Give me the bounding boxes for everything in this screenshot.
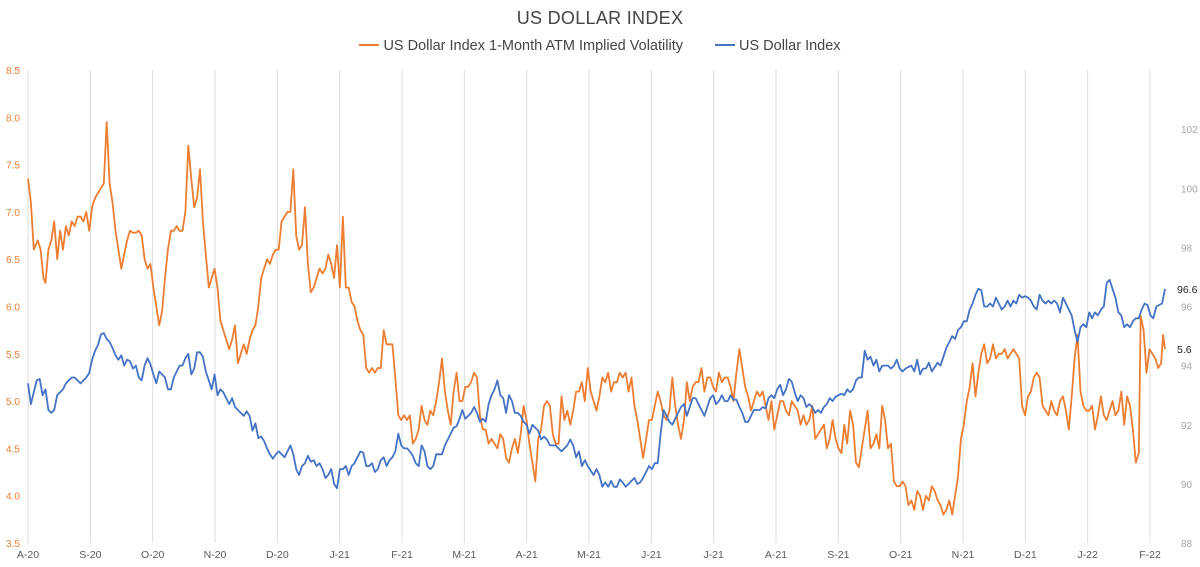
x-tick-label: N-20 (204, 549, 227, 561)
left-tick-label: 8.0 (6, 113, 20, 124)
right-tick-label: 102 (1181, 125, 1198, 136)
left-tick-label: 8.5 (6, 66, 20, 77)
series-lines (27, 121, 1166, 516)
legend-item-volatility: US Dollar Index 1-Month ATM Implied Vola… (359, 38, 683, 54)
series-line-volatility (27, 121, 1166, 516)
left-tick-label: 3.5 (6, 539, 20, 550)
legend-swatch-volatility (359, 44, 380, 47)
chart-title: US DOLLAR INDEX (516, 8, 684, 28)
x-tick-label: S-21 (827, 549, 849, 561)
x-tick-label: A-21 (765, 549, 787, 561)
right-tick-label: 88 (1181, 539, 1193, 550)
x-tick-label: F-22 (1139, 549, 1161, 561)
x-tick-label: A-21 (516, 549, 538, 561)
right-tick-label: 94 (1181, 362, 1193, 373)
x-tick-label: J-21 (703, 549, 724, 561)
x-tick-label: F-21 (391, 549, 413, 561)
end-label-dxy: 96.6 (1177, 284, 1198, 296)
x-tick-label: D-20 (266, 549, 289, 561)
x-tick-label: S-20 (79, 549, 101, 561)
left-tick-label: 5.5 (6, 350, 20, 361)
x-tick-label: O-20 (141, 549, 165, 561)
left-tick-label: 7.0 (6, 208, 20, 219)
x-tick-label: J-22 (1077, 549, 1098, 561)
x-tick-label: J-21 (641, 549, 662, 561)
series-end-labels: 5.6 96.6 (1177, 284, 1198, 356)
x-tick-label: D-21 (1014, 549, 1037, 561)
x-tick-label: M-21 (452, 549, 476, 561)
x-tick-label: O-21 (889, 549, 913, 561)
left-tick-label: 6.5 (6, 255, 20, 266)
right-tick-label: 96 (1181, 303, 1193, 314)
end-label-volatility: 5.6 (1177, 344, 1192, 356)
chart-legend: US Dollar Index 1-Month ATM Implied Vola… (0, 38, 1200, 54)
right-axis-ticks: 88 90 92 94 96 98 100 102 (1181, 125, 1198, 550)
right-tick-label: 100 (1181, 184, 1198, 195)
right-tick-label: 98 (1181, 243, 1193, 254)
left-axis-ticks: 3.5 4.0 4.5 5.0 5.5 6.0 6.5 7.0 7.5 8.0 8.5 (6, 66, 20, 550)
left-tick-label: 7.5 (6, 161, 20, 172)
series-line-dxy (27, 279, 1166, 490)
x-tick-label: J-21 (329, 549, 350, 561)
left-tick-label: 4.0 (6, 492, 20, 503)
right-tick-label: 90 (1181, 480, 1193, 491)
legend-label-volatility: US Dollar Index 1-Month ATM Implied Vola… (383, 38, 683, 54)
legend-item-dxy: US Dollar Index (715, 38, 841, 54)
legend-label-dxy: US Dollar Index (739, 38, 841, 54)
x-tick-label: M-21 (577, 549, 601, 561)
gridlines (27, 70, 1151, 543)
legend-swatch-dxy (715, 44, 735, 47)
right-tick-label: 92 (1181, 421, 1193, 432)
left-tick-label: 4.5 (6, 444, 20, 455)
x-tick-label: A-20 (17, 549, 39, 561)
left-tick-label: 6.0 (6, 303, 20, 314)
x-tick-label: N-21 (952, 549, 975, 561)
x-axis-ticks: A-20 S-20 O-20 N-20 D-20 J-21 F-21 M-21 A-21 M-21… (17, 549, 1161, 561)
left-tick-label: 5.0 (6, 397, 20, 408)
